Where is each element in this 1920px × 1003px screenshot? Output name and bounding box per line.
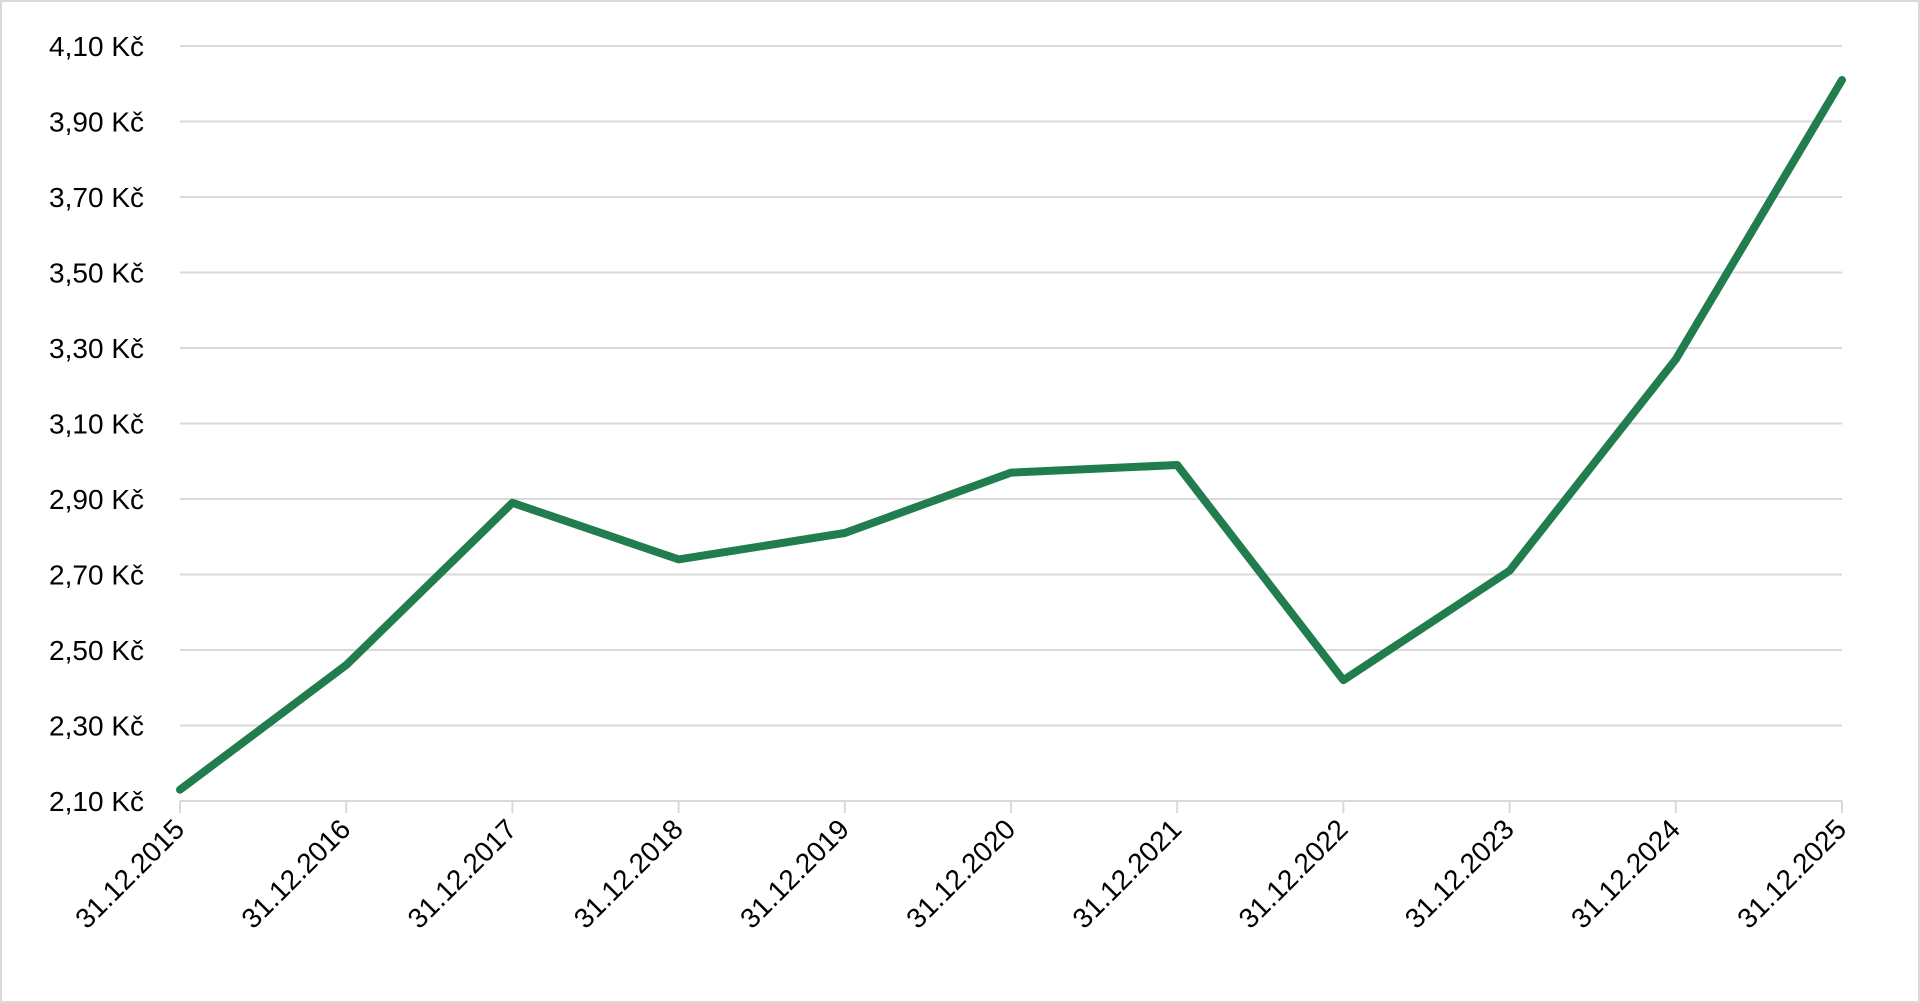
data-point — [1007, 469, 1015, 477]
data-point — [176, 786, 184, 794]
x-tick-label: 31.12.2016 — [235, 813, 356, 934]
y-tick-label: 2,90 Kč — [49, 484, 144, 515]
y-tick-label: 3,30 Kč — [49, 333, 144, 364]
y-tick-label: 3,10 Kč — [49, 409, 144, 440]
x-tick-label: 31.12.2018 — [568, 813, 689, 934]
data-point — [1672, 355, 1680, 363]
data-point — [342, 661, 350, 669]
x-tick-label: 31.12.2023 — [1399, 813, 1520, 934]
gridlines — [180, 45, 1842, 727]
x-tick-label: 31.12.2020 — [900, 813, 1021, 934]
x-tick-label: 31.12.2017 — [402, 813, 523, 934]
x-tick-label: 31.12.2024 — [1565, 813, 1686, 934]
x-tick-label: 31.12.2019 — [734, 813, 855, 934]
y-tick-label: 4,10 Kč — [49, 31, 144, 62]
series-layer — [176, 76, 1846, 794]
y-tick-label: 2,70 Kč — [49, 560, 144, 591]
y-axis-tick-labels: 2,10 Kč 2,30 Kč 2,50 Kč 2,70 Kč 2,90 Kč 3,10 … — [49, 31, 144, 817]
x-axis-tick-labels: 31.12.2015 31.12.2016 31.12.2017 31.12.2018… — [69, 813, 1852, 934]
y-tick-label: 2,30 Kč — [49, 711, 144, 742]
data-point — [508, 499, 516, 507]
x-tick-label: 31.12.2015 — [69, 813, 190, 934]
x-tick-label: 31.12.2025 — [1731, 813, 1852, 934]
data-point — [675, 555, 683, 563]
y-tick-label: 3,90 Kč — [49, 107, 144, 138]
data-point — [1838, 76, 1846, 84]
y-tick-label: 3,50 Kč — [49, 258, 144, 289]
x-tick-label: 31.12.2022 — [1233, 813, 1354, 934]
series-line — [176, 76, 1846, 794]
data-point — [1339, 676, 1347, 684]
x-tick-label: 31.12.2021 — [1066, 813, 1187, 934]
data-point — [1173, 461, 1181, 469]
x-axis — [179, 800, 1843, 813]
y-tick-label: 2,10 Kč — [49, 786, 144, 817]
y-tick-label: 2,50 Kč — [49, 635, 144, 666]
data-point — [841, 529, 849, 537]
data-point — [1506, 567, 1514, 575]
y-tick-label: 3,70 Kč — [49, 182, 144, 213]
